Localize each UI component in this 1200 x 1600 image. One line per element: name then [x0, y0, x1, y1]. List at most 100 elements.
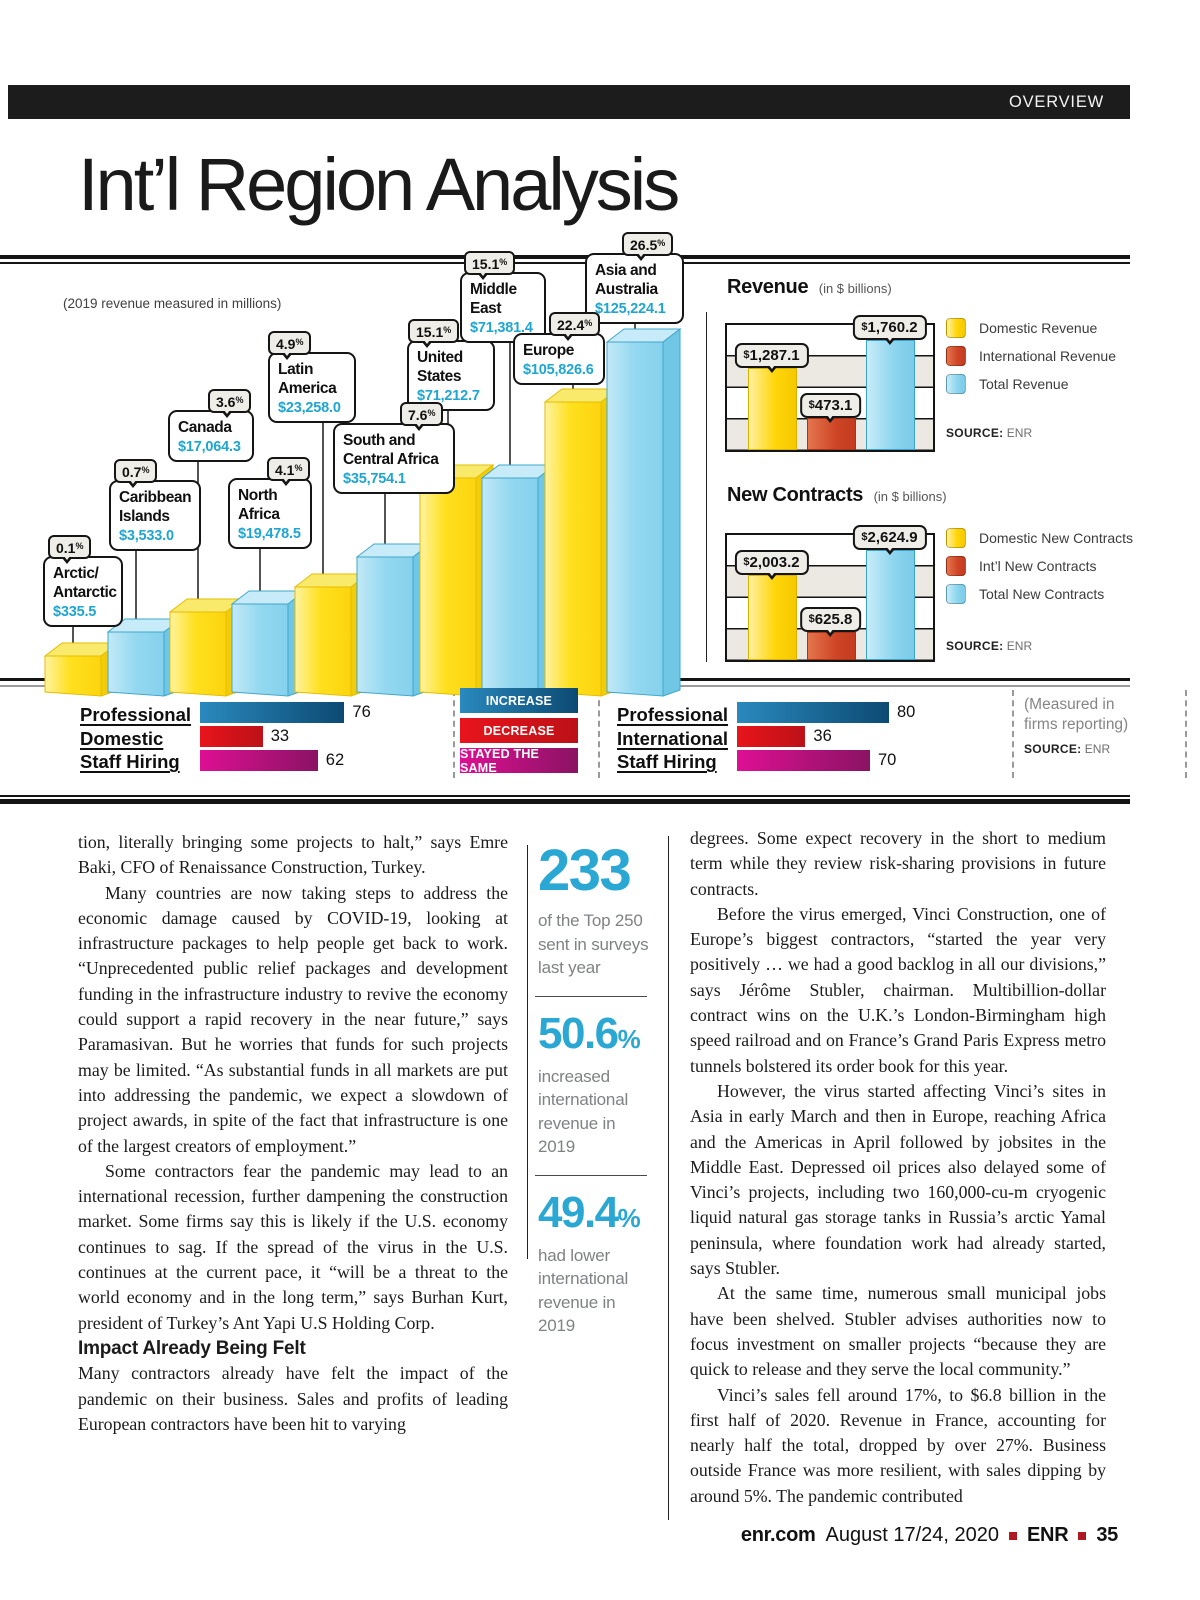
region-value: $125,224.1: [595, 301, 666, 317]
bottom-rule-thick: [0, 799, 1130, 804]
overview-bar: OVERVIEW: [8, 85, 1130, 119]
region-pct-badge: 0.7%: [114, 459, 158, 488]
region-name: United: [417, 349, 463, 366]
hiring-bar: [200, 725, 263, 747]
hiring-bar-value: 80: [897, 702, 916, 721]
stat-caption-line: international: [538, 1090, 629, 1109]
bar-front-face: [481, 477, 539, 697]
bar-front-face: [44, 655, 102, 697]
bar-side-face: [475, 463, 494, 697]
region-name: Africa: [238, 506, 280, 523]
region-callout: Europe $105,826.6: [513, 333, 605, 385]
value-chip: $1,760.2: [852, 315, 927, 345]
bar-front-face: [231, 603, 289, 697]
legend-label: Domestic Revenue: [979, 320, 1098, 336]
region-pct-badge: 0.1%: [48, 535, 92, 564]
revenue-chart: $1,287.1 $473.1 $1,760.2: [725, 315, 935, 452]
hiring-bar: [737, 701, 889, 723]
bar-side-face: [412, 542, 431, 697]
note-line: firms reporting): [1024, 716, 1129, 733]
source-value: ENR: [1006, 639, 1033, 653]
stat-divider: [535, 1174, 647, 1176]
legend-item: Domestic Revenue: [946, 314, 1116, 342]
region-name: Caribbean: [119, 489, 192, 506]
region-pct-badge: 4.9%: [268, 331, 312, 360]
note-line: (Measured in: [1024, 696, 1115, 713]
region-value: $335.5: [53, 604, 97, 620]
hiring-bar: [737, 725, 806, 747]
stat-caption: of the Top 250 sent in surveys last year: [538, 909, 654, 980]
dashed-divider: [1012, 690, 1014, 778]
paragraph: However, the virus started affecting Vin…: [690, 1080, 1106, 1279]
page-title: Int’l Region Analysis: [78, 143, 680, 226]
bar-top-face: [543, 388, 620, 403]
bar-front-face: [356, 556, 414, 697]
stat-number: 49.4: [538, 1187, 619, 1237]
hiring-group-label: Professional International Staff Hiring: [617, 703, 728, 774]
dashed-divider: [453, 690, 455, 778]
region-callout: Caribbean Islands $3,533.0: [109, 480, 201, 551]
hiring-bars: 76 33 62: [200, 700, 371, 773]
paragraph: Before the virus emerged, Vinci Construc…: [690, 903, 1106, 1076]
stat-number: 50.6: [538, 1008, 619, 1058]
hiring-legend-chip: DECREASE: [460, 718, 578, 743]
hiring-bar-row: 33: [200, 724, 371, 748]
legend-label: Int’l New Contracts: [979, 558, 1097, 574]
bar-top-face: [168, 598, 245, 613]
stat-value: 233: [538, 842, 654, 900]
hiring-note: (Measured in firms reporting): [1024, 695, 1128, 735]
region-name: Antarctic: [53, 584, 117, 601]
mini-bar: [748, 575, 797, 660]
stat-caption-line: sent in surveys: [538, 934, 649, 954]
revenue-heading: Revenue (in $ billions): [727, 276, 892, 299]
stats-column: 233 of the Top 250 sent in surveys last …: [535, 842, 654, 1338]
bar-front-face: [169, 611, 227, 697]
bar-side-face: [662, 327, 681, 697]
stat-caption-line: international: [538, 1269, 629, 1288]
panel-divider: [706, 312, 707, 662]
stat-caption-line: increased: [538, 1066, 610, 1086]
contracts-legend: Domestic New Contracts Int’l New Contract…: [946, 524, 1133, 608]
legend-label: Total New Contracts: [979, 586, 1105, 602]
stat-caption-line: revenue in 2019: [538, 1292, 616, 1336]
footer-square-icon: [1009, 1531, 1018, 1540]
contracts-heading: New Contracts (in $ billions): [727, 484, 947, 507]
mini-bar: [866, 550, 915, 660]
value-chip: $2,003.2: [734, 550, 809, 580]
legend-item: Int’l New Contracts: [946, 552, 1133, 580]
region-value: $17,064.3: [178, 439, 241, 455]
hiring-bar-row: 80: [737, 700, 915, 724]
hiring-legend-chip: STAYED THE SAME: [460, 747, 578, 775]
bar-front-face: [544, 401, 602, 697]
region-value: $19,478.5: [238, 526, 301, 542]
hiring-bar: [737, 750, 870, 772]
section-heading: Impact Already Being Felt: [78, 1337, 306, 1359]
region-name: Asia and: [595, 262, 657, 279]
hiring-bar-value: 62: [325, 751, 345, 770]
region-callout: Arctic/Antarctic $335.5: [43, 556, 123, 627]
source-label: SOURCE:: [1024, 742, 1082, 756]
bar-top-face: [355, 543, 432, 558]
bar-front-face: [419, 477, 477, 697]
contracts-title: New Contracts: [727, 484, 864, 506]
region-callout: United States $71,212.7: [407, 340, 495, 411]
region-name: Central Africa: [343, 451, 439, 468]
region-pct-badge: 4.1%: [267, 457, 311, 486]
legend-swatch: [946, 318, 966, 338]
region-callout: Canada $17,064.3: [168, 410, 254, 462]
dashed-divider: [1185, 690, 1187, 778]
hiring-legend-chip: INCREASE: [460, 688, 578, 713]
hiring-label-line: International: [617, 727, 729, 749]
contracts-chart: $2,003.2 $625.8 $2,624.9: [725, 525, 935, 662]
stat-caption-line: of the Top 250: [538, 911, 643, 930]
top-rule-thin: [0, 262, 1130, 264]
contracts-source: SOURCE: ENR: [946, 639, 1032, 653]
hiring-legend: INCREASE DECREASE STAYED THE SAME: [460, 688, 578, 778]
region-callout: South and Central Africa $35,754.1: [333, 423, 455, 494]
stat-number: 233: [538, 838, 632, 903]
footer-date: August 17/24, 2020: [825, 1524, 1000, 1546]
dashed-divider: [598, 690, 600, 778]
value-chip: $625.8: [799, 607, 862, 637]
value-chip: $2,624.9: [852, 525, 927, 555]
